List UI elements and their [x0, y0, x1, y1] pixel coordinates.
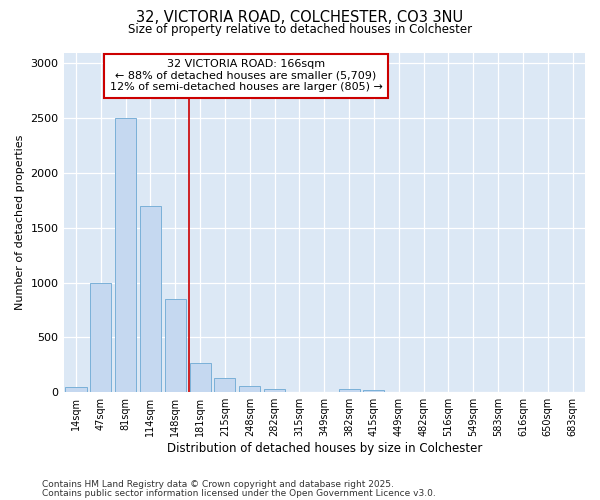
Bar	[239, 386, 260, 392]
Bar	[140, 206, 161, 392]
Text: Size of property relative to detached houses in Colchester: Size of property relative to detached ho…	[128, 22, 472, 36]
Bar	[90, 282, 112, 392]
Bar	[264, 389, 285, 392]
Text: 32 VICTORIA ROAD: 166sqm
← 88% of detached houses are smaller (5,709)
12% of sem: 32 VICTORIA ROAD: 166sqm ← 88% of detach…	[110, 60, 382, 92]
Bar	[165, 299, 186, 392]
Text: Contains public sector information licensed under the Open Government Licence v3: Contains public sector information licen…	[42, 488, 436, 498]
Bar	[214, 378, 235, 392]
Bar	[65, 386, 86, 392]
X-axis label: Distribution of detached houses by size in Colchester: Distribution of detached houses by size …	[167, 442, 482, 455]
Bar	[115, 118, 136, 392]
Y-axis label: Number of detached properties: Number of detached properties	[15, 134, 25, 310]
Text: Contains HM Land Registry data © Crown copyright and database right 2025.: Contains HM Land Registry data © Crown c…	[42, 480, 394, 489]
Bar	[364, 390, 385, 392]
Bar	[190, 362, 211, 392]
Text: 32, VICTORIA ROAD, COLCHESTER, CO3 3NU: 32, VICTORIA ROAD, COLCHESTER, CO3 3NU	[136, 10, 464, 25]
Bar	[338, 389, 359, 392]
